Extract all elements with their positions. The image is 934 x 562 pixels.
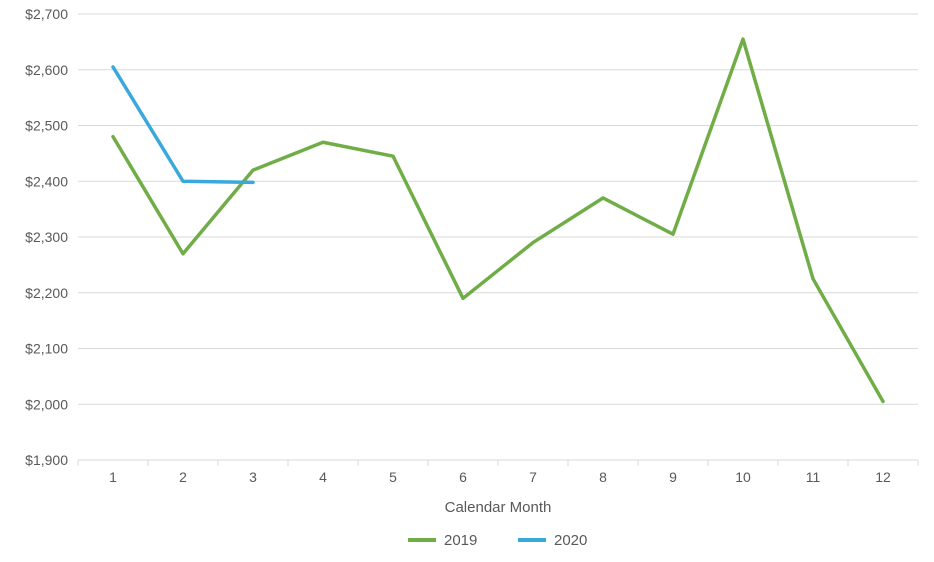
y-tick-label: $2,000: [25, 396, 68, 412]
chart-canvas: $1,900 $2,000 $2,100 $2,200 $2,300 $2,400 $2,5…: [0, 0, 934, 562]
series-group: [113, 39, 883, 401]
y-tick-label: $1,900: [25, 452, 68, 468]
x-tick-label: 2: [179, 469, 187, 485]
x-tick-label: 4: [319, 469, 327, 485]
y-tick-label: $2,500: [25, 118, 68, 134]
x-axis-ticks: [78, 460, 918, 466]
y-tick-label: $2,700: [25, 6, 68, 22]
y-tick-label: $2,600: [25, 62, 68, 78]
y-tick-label: $2,400: [25, 173, 68, 189]
legend-label-2019: 2019: [444, 532, 477, 549]
y-tick-label: $2,300: [25, 229, 68, 245]
series-line-2019: [113, 39, 883, 401]
y-tick-label: $2,100: [25, 341, 68, 357]
x-tick-label: 3: [249, 469, 257, 485]
legend-label-2020: 2020: [554, 532, 587, 549]
x-tick-label: 1: [109, 469, 117, 485]
x-tick-label: 12: [875, 469, 891, 485]
x-tick-label: 7: [529, 469, 537, 485]
y-tick-label: $2,200: [25, 285, 68, 301]
x-tick-label: 5: [389, 469, 397, 485]
x-tick-label: 8: [599, 469, 607, 485]
x-axis-title: Calendar Month: [445, 499, 552, 516]
series-line-2020: [113, 67, 253, 182]
x-axis-tick-labels: 123456789101112: [109, 469, 891, 485]
line-chart: $1,900 $2,000 $2,100 $2,200 $2,300 $2,400 $2,5…: [0, 0, 934, 562]
x-tick-label: 6: [459, 469, 467, 485]
horizontal-gridlines: [78, 14, 918, 460]
y-axis-tick-labels: $1,900 $2,000 $2,100 $2,200 $2,300 $2,400 $2,5…: [25, 6, 68, 468]
x-tick-label: 11: [806, 469, 821, 485]
legend: 2019 2020: [408, 532, 587, 549]
x-tick-label: 10: [735, 469, 751, 485]
x-tick-label: 9: [669, 469, 677, 485]
